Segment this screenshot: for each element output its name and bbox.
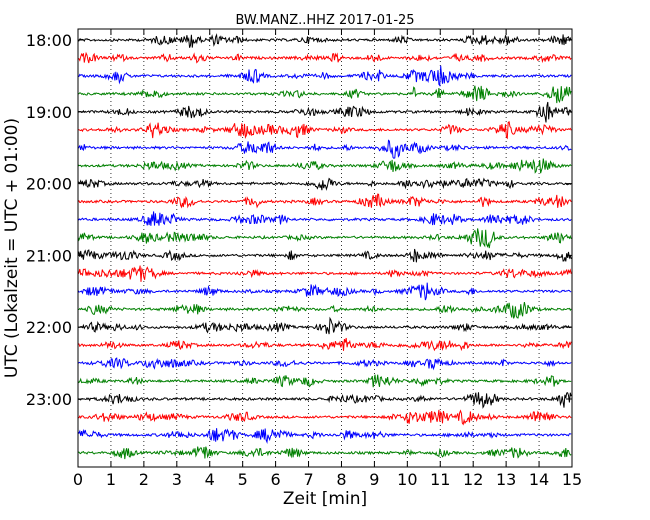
trace-line-21 xyxy=(77,409,572,426)
trace-line-8 xyxy=(77,177,572,191)
y-tick-label-0: 18:00 xyxy=(26,31,72,50)
y-tick-label-1: 19:00 xyxy=(26,103,72,122)
chart-title: BW.MANZ..HHZ 2017-01-25 xyxy=(235,13,414,28)
x-axis-ticks: 0 1 2 3 4 5 6 7 8 9 10 11 12 13 14 15 xyxy=(73,29,582,489)
y-tick-label-3: 21:00 xyxy=(26,246,72,265)
x-tick-label-11: 11 xyxy=(430,470,450,489)
trace-line-6 xyxy=(77,139,572,159)
trace-line-19 xyxy=(77,374,572,388)
trace-line-3 xyxy=(77,85,572,104)
y-tick-label-2: 20:00 xyxy=(26,175,72,194)
x-tick-label-2: 2 xyxy=(139,470,149,489)
x-tick-label-9: 9 xyxy=(369,470,379,489)
x-tick-label-1: 1 xyxy=(106,470,116,489)
x-tick-label-8: 8 xyxy=(336,470,346,489)
trace-line-16 xyxy=(77,316,572,335)
x-tick-label-4: 4 xyxy=(205,470,215,489)
x-tick-label-14: 14 xyxy=(529,470,549,489)
trace-line-11 xyxy=(77,228,572,249)
trace-line-10 xyxy=(77,211,572,226)
trace-line-7 xyxy=(77,158,572,174)
trace-line-15 xyxy=(77,302,572,319)
x-tick-label-15: 15 xyxy=(562,470,582,489)
x-tick-label-3: 3 xyxy=(172,470,182,489)
plot-border xyxy=(77,28,573,468)
x-tick-label-5: 5 xyxy=(238,470,248,489)
y-axis-ticks: 18:00 19:00 20:00 21:00 22:00 23:00 xyxy=(26,31,572,409)
y-tick-label-5: 23:00 xyxy=(26,390,72,409)
x-tick-label-0: 0 xyxy=(73,470,83,489)
seismic-traces xyxy=(77,33,572,460)
y-axis-label: UTC (Lokalzeit = UTC + 01:00) xyxy=(2,118,22,378)
trace-line-1 xyxy=(77,51,572,64)
trace-line-23 xyxy=(77,446,572,460)
trace-line-13 xyxy=(77,265,572,282)
trace-line-20 xyxy=(77,392,572,409)
trace-line-14 xyxy=(77,282,572,301)
trace-line-9 xyxy=(77,193,572,209)
x-tick-label-10: 10 xyxy=(397,470,417,489)
trace-line-0 xyxy=(77,33,572,48)
x-axis-label: Zeit [min] xyxy=(283,489,367,509)
x-tick-label-13: 13 xyxy=(496,470,516,489)
x-tick-label-12: 12 xyxy=(463,470,483,489)
trace-line-17 xyxy=(77,337,572,352)
trace-line-22 xyxy=(77,428,572,444)
trace-line-12 xyxy=(77,248,572,263)
x-tick-label-7: 7 xyxy=(303,470,313,489)
trace-line-4 xyxy=(77,101,572,123)
y-tick-label-4: 22:00 xyxy=(26,318,72,337)
trace-line-5 xyxy=(78,120,572,140)
x-tick-label-6: 6 xyxy=(271,470,281,489)
trace-line-18 xyxy=(77,357,572,371)
trace-line-2 xyxy=(77,65,572,87)
